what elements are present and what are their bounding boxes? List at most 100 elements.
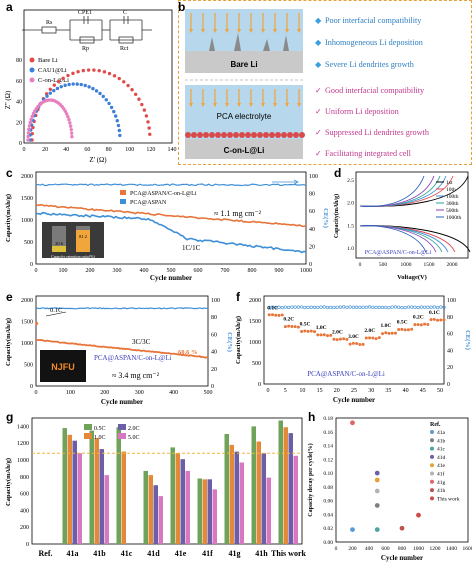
capacity-point [332, 338, 335, 341]
f-y2-tick: 60 [447, 332, 453, 338]
ce-point [352, 306, 355, 309]
capacity-point [362, 343, 365, 346]
h-x-tick: 1400 [446, 546, 457, 552]
charge-curve [360, 176, 440, 206]
h-point [375, 503, 380, 508]
ce-point [427, 306, 430, 309]
g-category-label: Ref. [39, 549, 53, 558]
circuit-c: C [123, 10, 127, 16]
rate-label: 0.1C [267, 305, 278, 311]
f-x-tick: 5 [284, 388, 287, 394]
f-x-tick: 25 [351, 388, 357, 394]
svg-text:✓: ✓ [315, 128, 322, 137]
capacity-point [378, 336, 381, 339]
capacity-point [443, 318, 446, 321]
nyquist-point [84, 84, 87, 87]
c-y2-tick: 40 [309, 227, 315, 233]
svg-text:Capacity(mAh/g): Capacity(mAh/g) [333, 194, 340, 238]
svg-text:✓: ✓ [315, 107, 322, 116]
nyquist-point [71, 82, 74, 85]
f-x-tick: 0 [267, 388, 270, 394]
c-y2-tick: 20 [309, 244, 315, 250]
coating-sphere [245, 132, 251, 138]
e-y2-tick: 80 [211, 315, 217, 321]
f-x-tick: 50 [437, 388, 443, 394]
ce-point [436, 306, 439, 309]
e-y-tick: 500 [24, 363, 33, 369]
ce-point [349, 306, 352, 309]
ce-point [284, 306, 287, 309]
f-x-tick: 20 [334, 388, 340, 394]
c-on-l-li-label: C-on-L@Li [224, 146, 265, 155]
h-y-tick: 0.10 [323, 471, 333, 477]
ce-point [388, 306, 391, 309]
rate-label: 0.5C [300, 321, 311, 327]
capacity-point [407, 328, 410, 331]
capacity-point [271, 313, 274, 316]
g-bar [171, 447, 176, 544]
nyquist-point [102, 95, 105, 98]
f-y-tick: 0 [258, 382, 261, 388]
d-legend-item: 1st [446, 180, 453, 186]
a-y-tick: 20 [16, 120, 22, 126]
panel-f-label: f [236, 290, 240, 304]
panel-c: c PCA@ASPAN/C-on-L@Li PCA@ASPAN ≈ 1.1 mg… [2, 166, 332, 284]
bare-li-label: Bare Li [230, 60, 257, 69]
ce-point [433, 306, 436, 309]
ce-point [333, 306, 336, 309]
e-y-tick: 2000 [21, 298, 33, 304]
d-x-tick: 1000 [401, 262, 412, 268]
nyquist-point [28, 121, 31, 124]
bad-point-2: Inhomogeneous Li deposition [325, 38, 423, 47]
d-x-tick: 2000 [447, 262, 458, 268]
rate-label: 0.5C [397, 319, 408, 325]
d-legend-item: 300th [446, 201, 459, 207]
capacity-point [387, 332, 390, 335]
f-y2-tick: 0 [447, 382, 450, 388]
nyquist-point [107, 102, 110, 105]
nyquist-point [146, 120, 149, 123]
rate-label: 0.2C [283, 317, 294, 323]
ce-point [304, 306, 307, 309]
capacity-point [277, 314, 280, 317]
c-x-tick: 1000 [300, 268, 312, 274]
c-y2-tick: 80 [309, 192, 315, 198]
coating-sphere [197, 132, 203, 138]
d-legend-item: 10th [446, 187, 456, 193]
a-y-tick: 0 [19, 141, 22, 147]
nyquist-point [61, 77, 64, 80]
nyquist-point [112, 110, 115, 113]
g-bar [225, 434, 230, 544]
h-x-tick: 1600 [463, 546, 473, 552]
g-bar [230, 445, 235, 544]
h-legend-item: 41c [437, 447, 446, 453]
nyquist-point [76, 82, 79, 85]
e-y2-tick: 40 [211, 350, 217, 356]
svg-text:60.6 %: 60.6 % [178, 349, 198, 356]
svg-text:Ref.: Ref. [430, 422, 441, 428]
g-bar [122, 452, 127, 544]
f-x-tick: 40 [403, 388, 409, 394]
f-y-tick: 1000 [249, 340, 261, 346]
coating-sphere [185, 132, 191, 138]
nyquist-point [126, 84, 129, 87]
nyquist-point [27, 128, 30, 131]
capacity-point [423, 323, 426, 326]
panel-g: g 0.5C 1.0C 2.0C 5.0C Ref. 41a 41b 41c 41d 41e 41… [2, 410, 306, 563]
coating-sphere [263, 132, 269, 138]
g-y-tick: 1000 [17, 458, 29, 464]
nyquist-point [114, 114, 117, 117]
annotation-loading-c: ≈ 1.1 mg cm⁻² [214, 209, 262, 218]
capacity-point [284, 325, 287, 328]
h-legend-item: 41a [437, 430, 446, 436]
bad-point-3: Severe Li dendrites growth [325, 60, 414, 69]
e-x-tick: 500 [204, 390, 213, 396]
panel-d: d 1st 10th 100th 300th 500th 1000th PCA@ASPAN… [332, 166, 472, 284]
ce-point [397, 306, 400, 309]
good-point-1: Good interfacial compatibility [325, 86, 425, 95]
rate-chart-f: 0.1C0.2C0.5C1.0C2.0C3.0C2.0C1.0C0.5C0.2C… [234, 290, 472, 408]
svg-text:Cycle number: Cycle number [101, 398, 143, 406]
e-y2-tick: 100 [211, 298, 220, 304]
panel-f: f 0.1C 0.2C 0.5C 1.0C 2.0C 3.0C 2.0C 1.0C 0.5C 0.… [234, 290, 472, 408]
rate-label: 0.1C [429, 310, 440, 316]
